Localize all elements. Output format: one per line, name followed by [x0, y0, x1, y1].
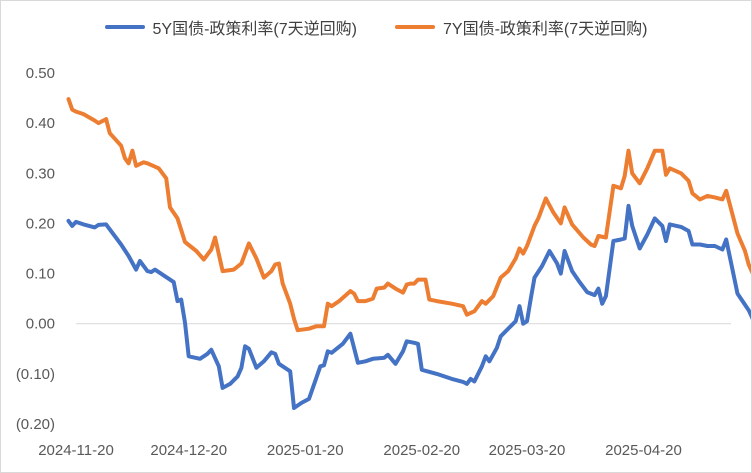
x-tick-label: 2025-02-20 — [383, 442, 460, 459]
legend-label-series-2: 7Y国债-政策利率(7天逆回购) — [443, 21, 648, 38]
x-tick-label: 2024-11-20 — [38, 442, 114, 459]
x-tick-label: 2025-03-20 — [489, 442, 566, 459]
y-tick-label: (0.20) — [16, 416, 55, 433]
legend-swatch-series-1 — [104, 25, 145, 29]
chart-legend: 5Y国债-政策利率(7天逆回购) 7Y国债-政策利率(7天逆回购) — [1, 15, 751, 39]
y-tick-label: 0.40 — [26, 115, 55, 132]
y-tick-label: 0.20 — [26, 215, 55, 232]
legend-swatch-series-2 — [395, 25, 435, 29]
y-axis: 0.50 0.40 0.30 0.20 0.10 0.00 (0.10) (0.20) — [16, 65, 55, 433]
x-axis: 2024-11-20 2024-12-20 2025-01-20 2025-02-20… — [38, 442, 682, 459]
x-tick-label: 2025-01-20 — [267, 442, 344, 459]
legend-item-series-1: 5Y国债-政策利率(7天逆回购) — [104, 15, 357, 39]
y-tick-label: 0.30 — [26, 165, 55, 182]
series-line-2 — [66, 97, 751, 333]
legend-item-series-2: 7Y国债-政策利率(7天逆回购) — [395, 15, 647, 39]
x-tick-label: 2025-04-20 — [605, 442, 682, 459]
series-line-1 — [66, 203, 751, 410]
x-tick-label: 2024-12-20 — [150, 442, 227, 459]
y-tick-label: (0.10) — [16, 366, 55, 383]
y-tick-label: 0.50 — [26, 65, 55, 82]
y-tick-label: 0.10 — [26, 266, 55, 283]
legend-label-series-1: 5Y国债-政策利率(7天逆回购) — [152, 21, 357, 38]
y-tick-label: 0.00 — [26, 316, 55, 333]
series-layer — [66, 97, 751, 410]
